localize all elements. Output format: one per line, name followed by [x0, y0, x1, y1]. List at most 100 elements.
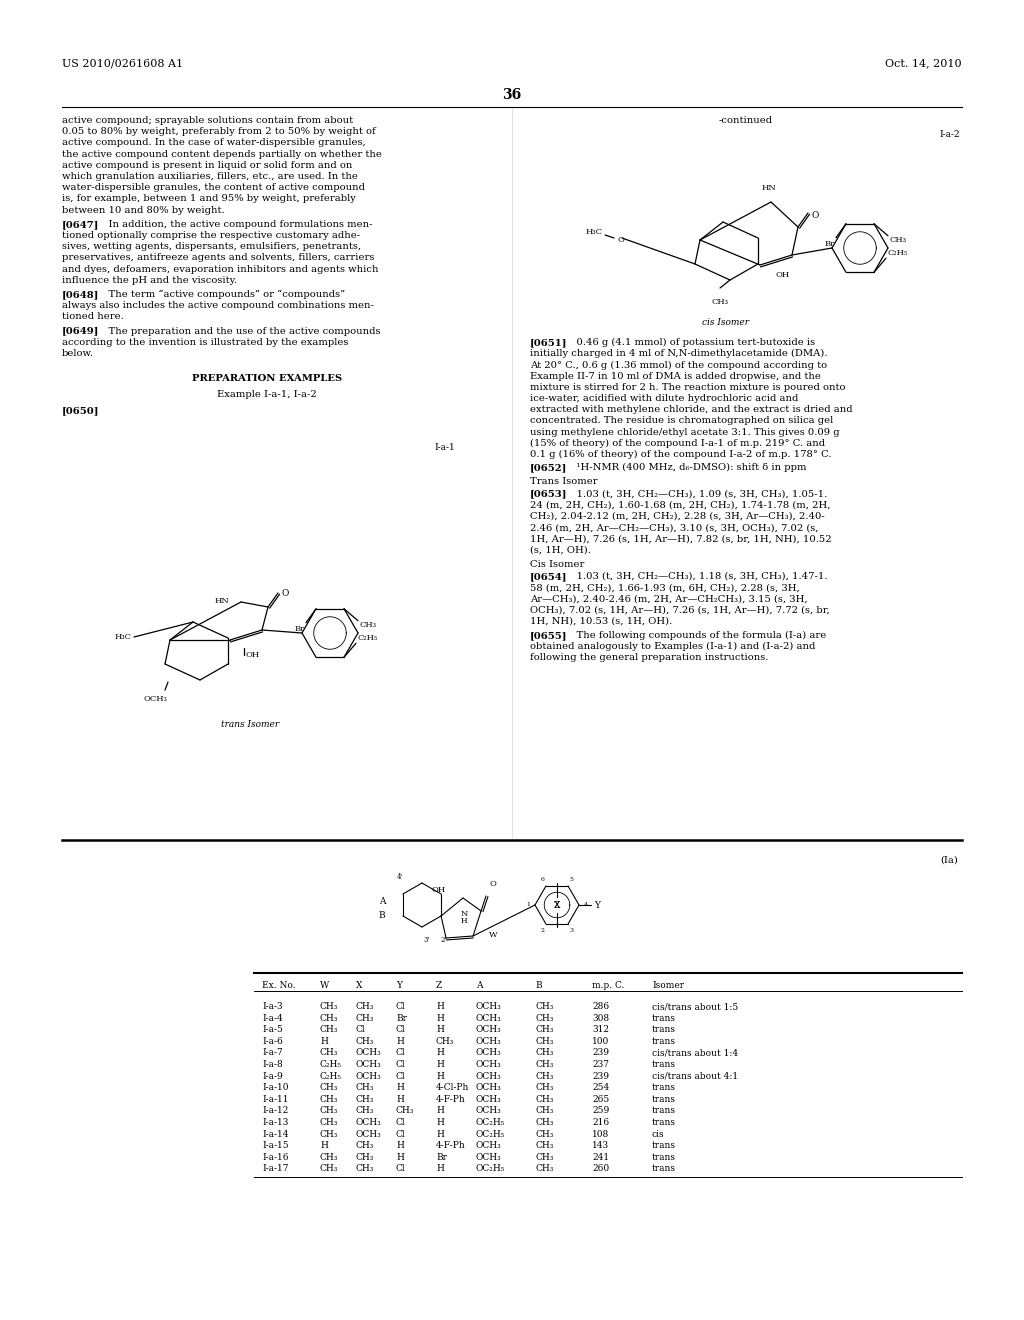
Text: CH₃: CH₃ [535, 1094, 553, 1104]
Text: initially charged in 4 ml of N,N-dimethylacetamide (DMA).: initially charged in 4 ml of N,N-dimethy… [530, 350, 827, 358]
Text: Cis Isomer: Cis Isomer [530, 560, 585, 569]
Text: The term “active compounds” or “compounds”: The term “active compounds” or “compound… [96, 290, 345, 300]
Text: Trans Isomer: Trans Isomer [530, 478, 598, 486]
Text: 241: 241 [592, 1152, 609, 1162]
Text: The following compounds of the formula (I-a) are: The following compounds of the formula (… [564, 631, 826, 640]
Text: H: H [396, 1142, 403, 1150]
Text: 1H, NH), 10.53 (s, 1H, OH).: 1H, NH), 10.53 (s, 1H, OH). [530, 616, 672, 626]
Text: 286: 286 [592, 1002, 609, 1011]
Text: I-a-11: I-a-11 [262, 1094, 289, 1104]
Text: CH₃: CH₃ [535, 1152, 553, 1162]
Text: H₃C: H₃C [586, 228, 603, 236]
Text: 0.05 to 80% by weight, preferably from 2 to 50% by weight of: 0.05 to 80% by weight, preferably from 2… [62, 127, 376, 136]
Text: CH₃: CH₃ [535, 1026, 553, 1034]
Text: OH: OH [245, 651, 259, 659]
Text: active compound is present in liquid or solid form and on: active compound is present in liquid or … [62, 161, 352, 170]
Text: B: B [379, 911, 385, 920]
Text: I-a-6: I-a-6 [262, 1036, 283, 1045]
Text: CH₃: CH₃ [535, 1142, 553, 1150]
Text: between 10 and 80% by weight.: between 10 and 80% by weight. [62, 206, 224, 215]
Text: 1: 1 [526, 903, 530, 908]
Text: OCH₃: OCH₃ [356, 1130, 382, 1139]
Text: active compound. In the case of water-dispersible granules,: active compound. In the case of water-di… [62, 139, 366, 148]
Text: OCH₃: OCH₃ [476, 1152, 502, 1162]
Text: Cl: Cl [396, 1072, 406, 1081]
Text: ice-water, acidified with dilute hydrochloric acid and: ice-water, acidified with dilute hydroch… [530, 393, 799, 403]
Text: trans: trans [652, 1094, 676, 1104]
Text: W: W [488, 931, 498, 939]
Text: CH₃: CH₃ [356, 1002, 375, 1011]
Text: Z: Z [436, 981, 442, 990]
Text: trans: trans [652, 1142, 676, 1150]
Text: The preparation and the use of the active compounds: The preparation and the use of the activ… [96, 326, 381, 335]
Text: I-a-1: I-a-1 [434, 442, 455, 451]
Text: OCH₃: OCH₃ [476, 1026, 502, 1034]
Text: active compound; sprayable solutions contain from about: active compound; sprayable solutions con… [62, 116, 353, 125]
Text: I-a-2: I-a-2 [939, 131, 961, 139]
Text: I-a-4: I-a-4 [262, 1014, 283, 1023]
Text: 312: 312 [592, 1026, 609, 1034]
Text: OH: OH [432, 886, 446, 894]
Text: 239: 239 [592, 1072, 609, 1081]
Text: trans: trans [652, 1084, 676, 1092]
Text: tioned optionally comprise the respective customary adhe-: tioned optionally comprise the respectiv… [62, 231, 360, 240]
Text: CH₃: CH₃ [535, 1084, 553, 1092]
Text: O: O [811, 210, 818, 219]
Text: Ar—CH₃), 2.40-2.46 (m, 2H, Ar—CH₂CH₃), 3.15 (s, 3H,: Ar—CH₃), 2.40-2.46 (m, 2H, Ar—CH₂CH₃), 3… [530, 594, 808, 603]
Text: OCH₃: OCH₃ [356, 1072, 382, 1081]
Text: Br: Br [396, 1014, 407, 1023]
Text: 143: 143 [592, 1142, 609, 1150]
Text: PREPARATION EXAMPLES: PREPARATION EXAMPLES [191, 374, 342, 383]
Text: H: H [436, 1026, 443, 1034]
Text: [0654]: [0654] [530, 572, 567, 581]
Text: CH₃: CH₃ [356, 1036, 375, 1045]
Text: CH₃: CH₃ [535, 1002, 553, 1011]
Text: (s, 1H, OH).: (s, 1H, OH). [530, 545, 591, 554]
Text: CH₃: CH₃ [319, 1130, 338, 1139]
Text: trans: trans [652, 1152, 676, 1162]
Text: 237: 237 [592, 1060, 609, 1069]
Text: I-a-10: I-a-10 [262, 1084, 289, 1092]
Text: H: H [396, 1036, 403, 1045]
Text: I-a-3: I-a-3 [262, 1002, 283, 1011]
Text: C₂H₅: C₂H₅ [319, 1060, 342, 1069]
Text: A: A [379, 896, 385, 906]
Text: I-a-14: I-a-14 [262, 1130, 289, 1139]
Text: mixture is stirred for 2 h. The reaction mixture is poured onto: mixture is stirred for 2 h. The reaction… [530, 383, 846, 392]
Text: B: B [535, 981, 542, 990]
Text: H: H [436, 1164, 443, 1173]
Text: 1.03 (t, 3H, CH₂—CH₃), 1.09 (s, 3H, CH₃), 1.05-1.: 1.03 (t, 3H, CH₂—CH₃), 1.09 (s, 3H, CH₃)… [564, 490, 827, 499]
Text: H: H [436, 1002, 443, 1011]
Text: 308: 308 [592, 1014, 609, 1023]
Text: Cl: Cl [396, 1118, 406, 1127]
Text: CH₃: CH₃ [319, 1152, 338, 1162]
Text: 100: 100 [592, 1036, 609, 1045]
Text: CH₃: CH₃ [436, 1036, 455, 1045]
Text: H: H [461, 917, 467, 925]
Text: 5: 5 [569, 878, 573, 882]
Text: cis/trans about 1:5: cis/trans about 1:5 [652, 1002, 738, 1011]
Text: I-a-12: I-a-12 [262, 1106, 289, 1115]
Text: -continued: -continued [719, 116, 773, 125]
Text: ¹H-NMR (400 MHz, d₆-DMSO): shift δ in ppm: ¹H-NMR (400 MHz, d₆-DMSO): shift δ in pp… [564, 463, 807, 473]
Text: trans: trans [652, 1026, 676, 1034]
Text: following the general preparation instructions.: following the general preparation instru… [530, 653, 768, 663]
Text: CH₃: CH₃ [535, 1164, 553, 1173]
Text: CH₃: CH₃ [356, 1164, 375, 1173]
Text: [0648]: [0648] [62, 290, 99, 300]
Text: according to the invention is illustrated by the examples: according to the invention is illustrate… [62, 338, 348, 347]
Text: A: A [476, 981, 482, 990]
Text: H: H [319, 1142, 328, 1150]
Text: Cl: Cl [396, 1026, 406, 1034]
Text: CH₃: CH₃ [319, 1048, 338, 1057]
Text: O: O [489, 880, 496, 888]
Text: 2.46 (m, 2H, Ar—CH₂—CH₃), 3.10 (s, 3H, OCH₃), 7.02 (s,: 2.46 (m, 2H, Ar—CH₂—CH₃), 3.10 (s, 3H, O… [530, 523, 818, 532]
Text: Example II-7 in 10 ml of DMA is added dropwise, and the: Example II-7 in 10 ml of DMA is added dr… [530, 372, 821, 380]
Text: OC₂H₅: OC₂H₅ [476, 1118, 506, 1127]
Text: using methylene chloride/ethyl acetate 3:1. This gives 0.09 g: using methylene chloride/ethyl acetate 3… [530, 428, 840, 437]
Text: CH₃: CH₃ [359, 620, 376, 628]
Text: sives, wetting agents, dispersants, emulsifiers, penetrants,: sives, wetting agents, dispersants, emul… [62, 242, 361, 251]
Text: [0647]: [0647] [62, 220, 99, 228]
Text: H: H [436, 1072, 443, 1081]
Text: H: H [396, 1084, 403, 1092]
